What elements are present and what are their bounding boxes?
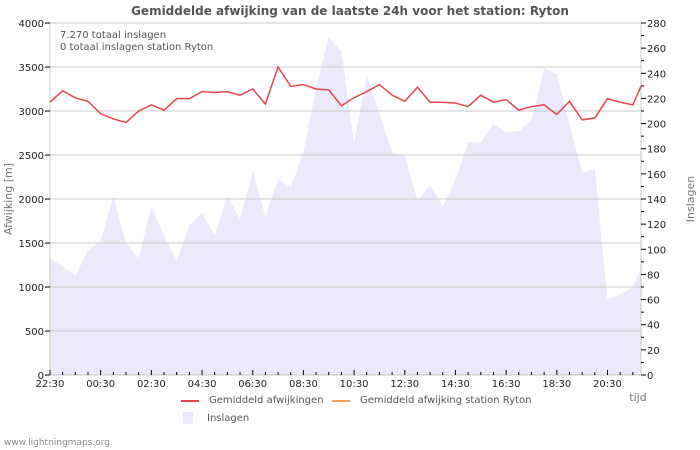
source-watermark: www.lightningmaps.org <box>4 438 110 448</box>
y-tick-label: 2000 <box>19 195 44 206</box>
x-tick-label: 16:30 <box>492 379 521 390</box>
y-tick-label: 4000 <box>19 19 44 30</box>
legend-item-station: Gemiddeld afwijking station Ryton <box>332 395 532 406</box>
y-tick-label: 3500 <box>19 63 44 74</box>
y-tick-label: 1500 <box>19 239 44 250</box>
y2-tick-label: 120 <box>647 220 666 231</box>
x-tick-label: 06:30 <box>238 379 267 390</box>
legend-label: Inslagen <box>207 412 250 424</box>
y2-tick-label: 180 <box>647 145 666 156</box>
x-axis-title: tijd <box>629 391 646 404</box>
legend-swatch-area <box>183 412 193 424</box>
legend-item-inslagen: Inslagen <box>183 412 249 424</box>
y-tick-label: 0 <box>38 371 44 382</box>
y2-tick-label: 100 <box>647 245 666 256</box>
legend-swatch-red <box>181 399 199 402</box>
legend-label: Gemiddeld afwijking station Ryton <box>360 395 532 406</box>
y-tick-label: 3000 <box>19 107 44 118</box>
x-tick-label: 20:30 <box>593 379 622 390</box>
x-tick-label: 08:30 <box>289 379 318 390</box>
y-tick-label: 500 <box>25 327 44 338</box>
y2-tick-label: 200 <box>647 120 666 131</box>
afwijkingen-line <box>49 65 642 124</box>
legend-swatch-orange <box>332 399 350 402</box>
station-strikes-text: 0 totaal inslagen station Ryton <box>60 42 214 53</box>
inslagen-area <box>50 36 641 375</box>
y2-tick-label: 220 <box>647 94 666 105</box>
x-tick-label: 02:30 <box>137 379 166 390</box>
x-tick-label: 18:30 <box>542 379 571 390</box>
legend-label: Gemiddeld afwijkingen <box>209 395 324 406</box>
y2-tick-label: 40 <box>647 321 660 332</box>
y2-tick-label: 260 <box>647 44 666 55</box>
legend-item-afwijkingen: Gemiddeld afwijkingen <box>181 395 324 406</box>
y2-tick-label: 160 <box>647 170 666 181</box>
y2-tick-label: 280 <box>647 19 666 30</box>
total-strikes-text: 7.270 totaal inslagen <box>60 30 167 41</box>
y2-tick-label: 80 <box>647 270 660 281</box>
y2-tick-label: 60 <box>647 296 660 307</box>
x-tick-label: 04:30 <box>188 379 217 390</box>
y-tick-label: 1000 <box>19 283 44 294</box>
x-tick-label: 00:30 <box>86 379 115 390</box>
y-tick-label: 2500 <box>19 151 44 162</box>
x-tick-label: 22:30 <box>36 379 65 390</box>
y2-tick-label: 20 <box>647 346 660 357</box>
chart-title: Gemiddelde afwijking van de laatste 24h … <box>131 4 569 18</box>
x-tick-label: 10:30 <box>340 379 369 390</box>
y-axis-title: Afwijking [m] <box>2 163 15 235</box>
y2-axis-title: Inslagen <box>684 176 697 222</box>
y2-tick-label: 240 <box>647 69 666 80</box>
x-tick-label: 12:30 <box>390 379 419 390</box>
y2-tick-label: 0 <box>647 371 653 382</box>
x-tick-label: 14:30 <box>441 379 470 390</box>
y2-tick-label: 140 <box>647 195 666 206</box>
